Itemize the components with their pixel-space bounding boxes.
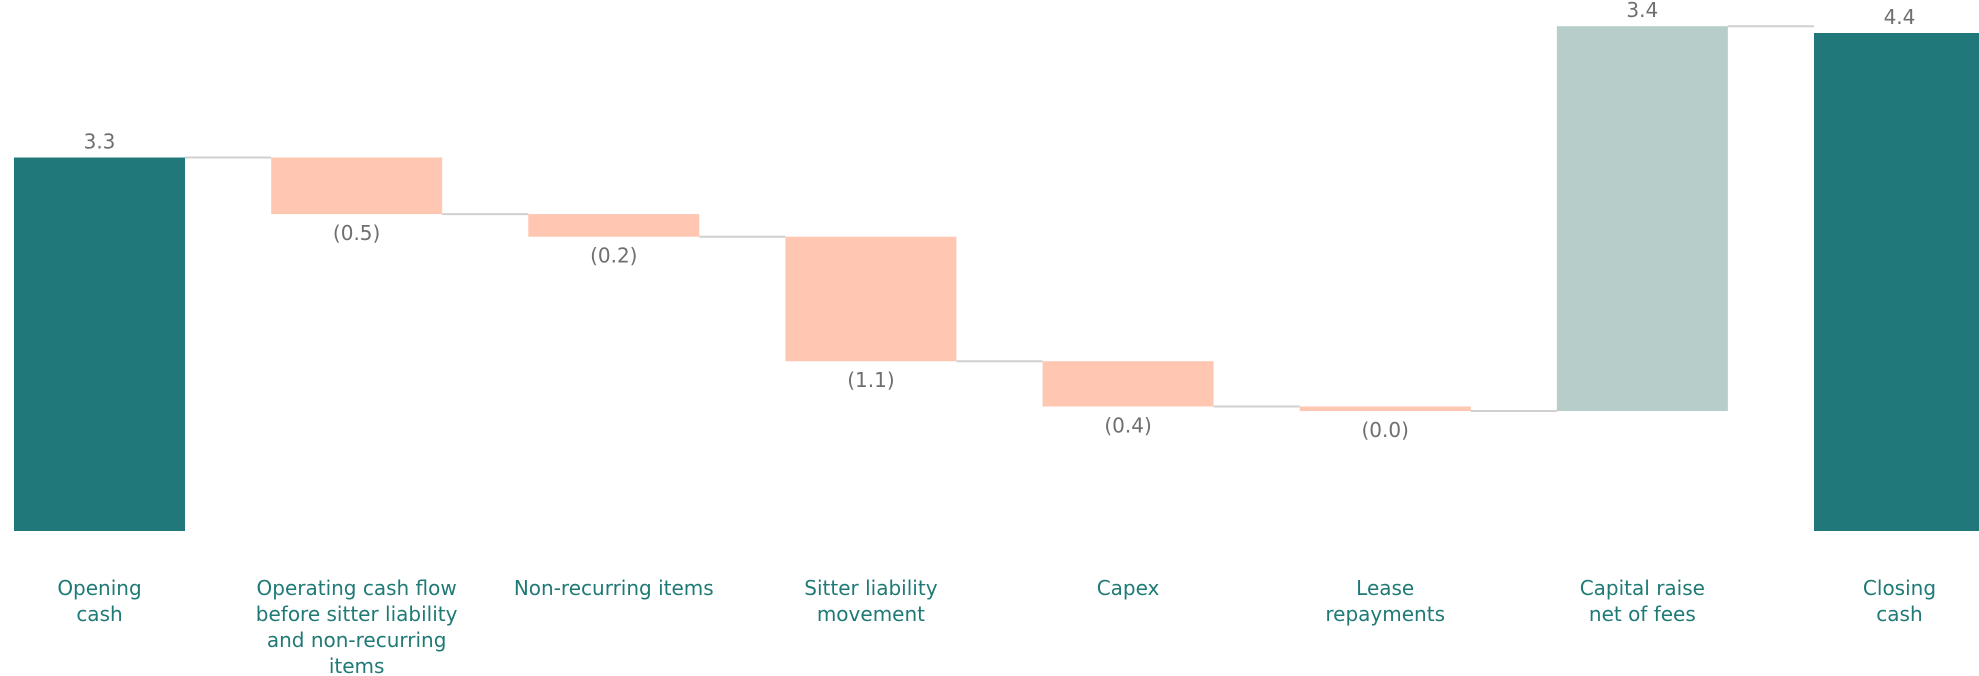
category-label-4-line-1: Sitter liability xyxy=(804,576,937,600)
bars xyxy=(14,26,1979,531)
category-label-8-line-2: cash xyxy=(1876,602,1922,626)
category-label-1-line-1: Opening xyxy=(57,576,141,600)
category-label-1-line-2: cash xyxy=(76,602,122,626)
bar-6 xyxy=(1299,406,1471,412)
connector-lines xyxy=(185,25,1814,413)
bar-2 xyxy=(271,157,443,215)
bar-8 xyxy=(1813,33,1979,531)
value-label-2: (0.5) xyxy=(333,221,380,245)
category-label-7-line-2: net of fees xyxy=(1589,602,1696,626)
bar-1 xyxy=(14,157,185,531)
category-label-5-line-1: Capex xyxy=(1097,576,1160,600)
category-label-6-line-1: Lease xyxy=(1356,576,1414,600)
category-label-6-line-2: repayments xyxy=(1325,602,1445,626)
value-label-5: (0.4) xyxy=(1104,414,1151,438)
category-label-7-line-1: Capital raise xyxy=(1580,576,1705,600)
value-label-4: (1.1) xyxy=(847,368,894,392)
value-label-3: (0.2) xyxy=(590,244,637,268)
category-label-3-line-1: Non-recurring items xyxy=(514,576,714,600)
bar-5 xyxy=(1042,361,1214,407)
category-label-2-line-1: Operating cash flow xyxy=(257,576,457,600)
category-label-2-line-3: and non-recurring xyxy=(267,628,447,652)
bar-4 xyxy=(785,236,957,362)
value-labels: 3.3 (0.5) (0.2) (1.1) (0.4) (0.0) 3.4 4.4 xyxy=(84,0,1916,442)
category-label-8-line-1: Closing xyxy=(1863,576,1936,600)
value-label-1: 3.3 xyxy=(84,130,116,154)
category-label-2-line-4: items xyxy=(329,654,385,676)
bar-3 xyxy=(528,214,700,237)
value-label-7: 3.4 xyxy=(1626,0,1658,22)
bar-7 xyxy=(1556,26,1728,412)
category-label-2-line-2: before sitter liability xyxy=(256,602,458,626)
value-label-6: (0.0) xyxy=(1361,418,1408,442)
category-label-4-line-2: movement xyxy=(817,602,925,626)
value-label-8: 4.4 xyxy=(1884,5,1916,29)
